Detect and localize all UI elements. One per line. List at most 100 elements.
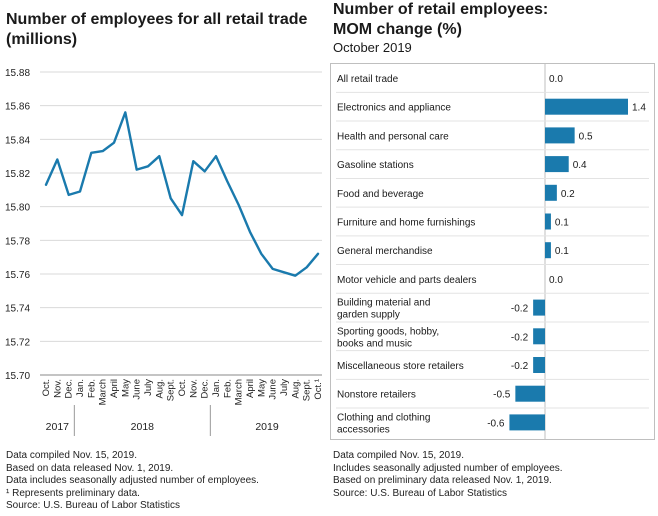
x-tick-label: July: [143, 379, 154, 396]
y-tick-label: 15.80: [5, 203, 30, 214]
category-label: Health and personal care: [337, 131, 449, 142]
year-label: 2017: [46, 421, 70, 433]
x-tick-label: June: [268, 379, 279, 400]
x-tick-label: Dec.: [200, 379, 211, 399]
y-tick-label: 15.74: [5, 304, 30, 315]
category-label: Clothing and clothing: [337, 412, 430, 423]
value-label: 0.2: [561, 189, 575, 200]
left-title-line2: (millions): [6, 31, 78, 48]
x-tick-label: June: [132, 379, 143, 400]
value-label: 0.0: [549, 74, 563, 85]
series-line: [44, 111, 320, 277]
category-label: Furniture and home furnishings: [337, 218, 475, 229]
left-chart-title: Number of employees for all retail trade…: [6, 10, 307, 50]
value-label: -0.5: [493, 390, 511, 401]
category-label: Food and beverage: [337, 189, 424, 200]
x-tick-label: Dec.: [64, 379, 75, 399]
x-tick-label: Aug.: [290, 379, 301, 399]
bar: [545, 242, 551, 259]
y-tick-label: 15.82: [5, 169, 30, 180]
right-note: Based on preliminary data released Nov. …: [333, 475, 552, 486]
x-tick-label: Feb.: [86, 379, 97, 398]
bar: [545, 213, 551, 230]
right-title-line2: MOM change (%): [333, 21, 462, 38]
x-tick-label: April: [245, 379, 256, 398]
left-note: Based on data released Nov. 1, 2019.: [6, 462, 174, 474]
value-label: 0.1: [555, 218, 569, 229]
left-line-chart: 15.88 15.86 15.84 15.82 15.80 15.78 15.76 15.74…: [5, 68, 324, 436]
y-tick-label: 15.88: [5, 68, 30, 79]
year-label: 2018: [131, 421, 155, 433]
right-notes: Data compiled Nov. 15, 2019. Includes se…: [333, 450, 563, 500]
x-tick-label: Jan.: [211, 379, 222, 397]
value-label: -0.2: [511, 361, 529, 372]
left-note: Source: U.S. Bureau of Labor Statistics: [6, 500, 180, 511]
category-label: books and music: [337, 338, 412, 349]
x-tick-label: March: [234, 379, 245, 405]
y-tick-label: 15.84: [5, 135, 30, 146]
right-note: Data compiled Nov. 15, 2019.: [333, 450, 465, 461]
bar: [509, 414, 545, 431]
left-note: ¹ Represents preliminary data.: [6, 487, 140, 499]
left-title-line1: Number of employees for all retail trade: [6, 11, 308, 28]
y-tick-label: 15.76: [5, 270, 30, 281]
value-label: 0.0: [549, 275, 563, 286]
category-label: General merchandise: [337, 246, 433, 257]
x-tick-label: Nov.: [188, 379, 199, 398]
chart-frame: [330, 63, 655, 440]
bar: [545, 184, 557, 201]
x-tick-label: Aug.: [154, 379, 165, 399]
value-label: -0.6: [487, 418, 505, 429]
y-tick-label: 15.70: [5, 371, 30, 382]
bar: [545, 98, 628, 115]
right-chart-title: Number of retail employees: MOM change (…: [333, 0, 548, 40]
x-tick-label: April: [109, 379, 120, 398]
x-tick-label: Feb.: [222, 379, 233, 398]
right-note: Source: U.S. Bureau of Labor Statistics: [333, 487, 507, 499]
x-tick-label: May: [256, 379, 267, 397]
category-label: Building material and: [337, 298, 430, 309]
value-label: 0.4: [573, 160, 587, 171]
value-label: 0.1: [555, 246, 569, 257]
category-label: Motor vehicle and parts dealers: [337, 275, 477, 286]
bar: [545, 156, 569, 173]
right-chart-subtitle: October 2019: [333, 40, 412, 55]
left-note: Data compiled Nov. 15, 2019.: [6, 450, 138, 461]
bar: [533, 357, 545, 373]
x-tick-label: Oct.¹: [313, 379, 324, 400]
category-label: Sporting goods, hobby,: [337, 326, 439, 337]
bar: [533, 328, 545, 345]
y-tick-label: 15.86: [5, 102, 30, 113]
right-title-line1: Number of retail employees:: [333, 1, 549, 18]
x-tick-label: Sept.: [302, 379, 313, 401]
left-notes: Data compiled Nov. 15, 2019. Based on da…: [6, 450, 259, 513]
value-label: 0.5: [579, 131, 593, 142]
x-tick-label: July: [279, 379, 290, 396]
category-label: Gasoline stations: [337, 160, 414, 171]
x-tick-label: Oct.: [41, 379, 52, 396]
y-tick-label: 15.72: [5, 337, 30, 348]
right-bar-chart: All retail trade 0.0 Electronics and appli…: [330, 63, 655, 440]
bar: [515, 385, 545, 402]
category-label: All retail trade: [337, 74, 399, 85]
x-tick-label: Oct.: [177, 379, 188, 396]
value-label: -0.2: [511, 332, 529, 343]
category-label: Miscellaneous store retailers: [337, 361, 464, 372]
bar: [533, 299, 545, 316]
x-tick-label: Jan.: [75, 379, 86, 397]
right-note: Includes seasonally adjusted number of e…: [333, 462, 563, 474]
category-label: Electronics and appliance: [337, 103, 451, 114]
category-label: garden supply: [337, 310, 400, 321]
value-label: -0.2: [511, 304, 529, 315]
y-tick-label: 15.78: [5, 236, 30, 247]
bar: [545, 127, 575, 144]
x-tick-label: Nov.: [52, 379, 63, 398]
x-tick-label: May: [120, 379, 131, 397]
category-label: accessories: [337, 424, 390, 435]
year-label: 2019: [255, 421, 279, 433]
x-tick-label: Sept.: [166, 379, 177, 401]
left-note: Data includes seasonally adjusted number…: [6, 475, 259, 486]
value-label: 1.4: [632, 103, 646, 114]
x-tick-label: March: [98, 379, 109, 405]
category-label: Nonstore retailers: [337, 390, 416, 401]
